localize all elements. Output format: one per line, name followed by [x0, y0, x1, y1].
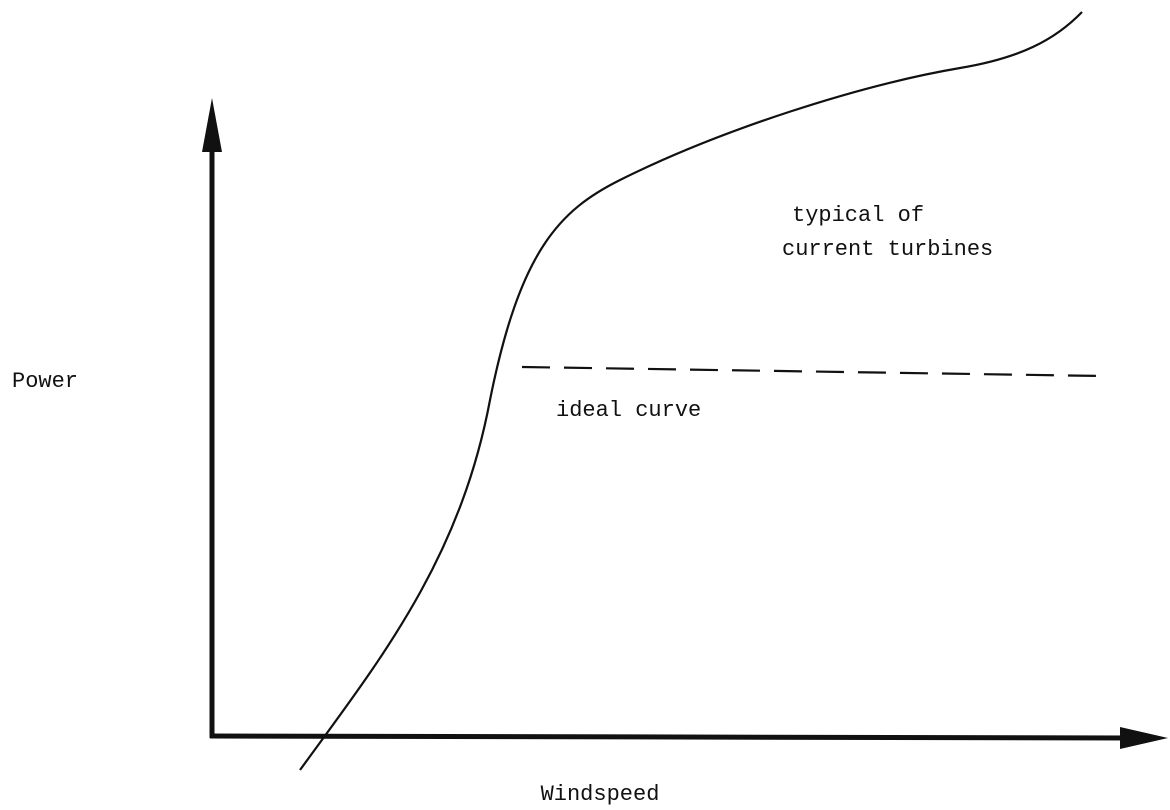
axes	[202, 98, 1168, 749]
x-axis-label: Windspeed	[541, 782, 660, 807]
typical-curve-label: typical of	[792, 203, 924, 228]
typical-curve-label: current turbines	[782, 237, 993, 262]
ideal-curve-line	[521, 365, 1103, 378]
current-turbine-curve	[299, 11, 1083, 771]
x-axis	[209, 733, 1131, 741]
y-axis-arrow	[202, 98, 222, 152]
y-axis-label: Power	[12, 369, 78, 394]
x-axis-arrow	[1120, 727, 1168, 749]
ideal-curve-label: ideal curve	[556, 398, 701, 423]
